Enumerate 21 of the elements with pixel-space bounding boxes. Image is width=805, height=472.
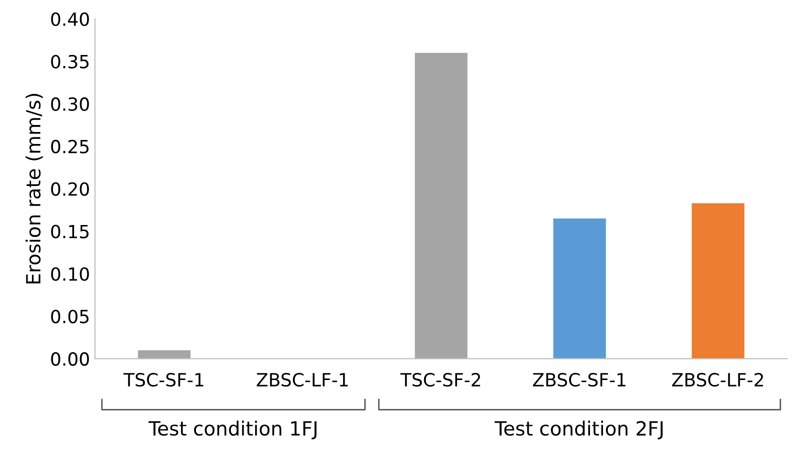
y-tick-label: 0.05 xyxy=(51,310,89,324)
x-tick-label: TSC-SF-2 xyxy=(400,372,480,387)
x-tick-label: ZBSC-LF-2 xyxy=(672,372,763,387)
bar xyxy=(138,350,191,359)
text: Test condition 2FJ xyxy=(494,420,663,440)
x-tick-label: TSC-SF-1 xyxy=(123,372,204,387)
x-tick-label: ZBSC-LF-1 xyxy=(256,372,348,387)
x-tick-label: ZBSC-SF-1 xyxy=(532,372,626,387)
y-tick-label: 0.20 xyxy=(51,182,89,196)
y-tick-label: 0.15 xyxy=(51,224,89,238)
y-tick-label: 0.25 xyxy=(51,140,89,154)
bar xyxy=(692,203,744,359)
y-tick-label: 0.35 xyxy=(51,54,89,68)
bar xyxy=(553,218,606,359)
y-tick-label: 0.30 xyxy=(51,97,89,111)
y-axis-title: Erosion rate (mm/s) xyxy=(26,94,43,284)
y-tick-label: 0.10 xyxy=(51,267,89,281)
bar xyxy=(414,52,468,359)
y-tick-label: 0.40 xyxy=(51,12,89,26)
y-tick-label: 0.00 xyxy=(51,352,89,366)
text: Test condition 1FJ xyxy=(148,420,316,440)
